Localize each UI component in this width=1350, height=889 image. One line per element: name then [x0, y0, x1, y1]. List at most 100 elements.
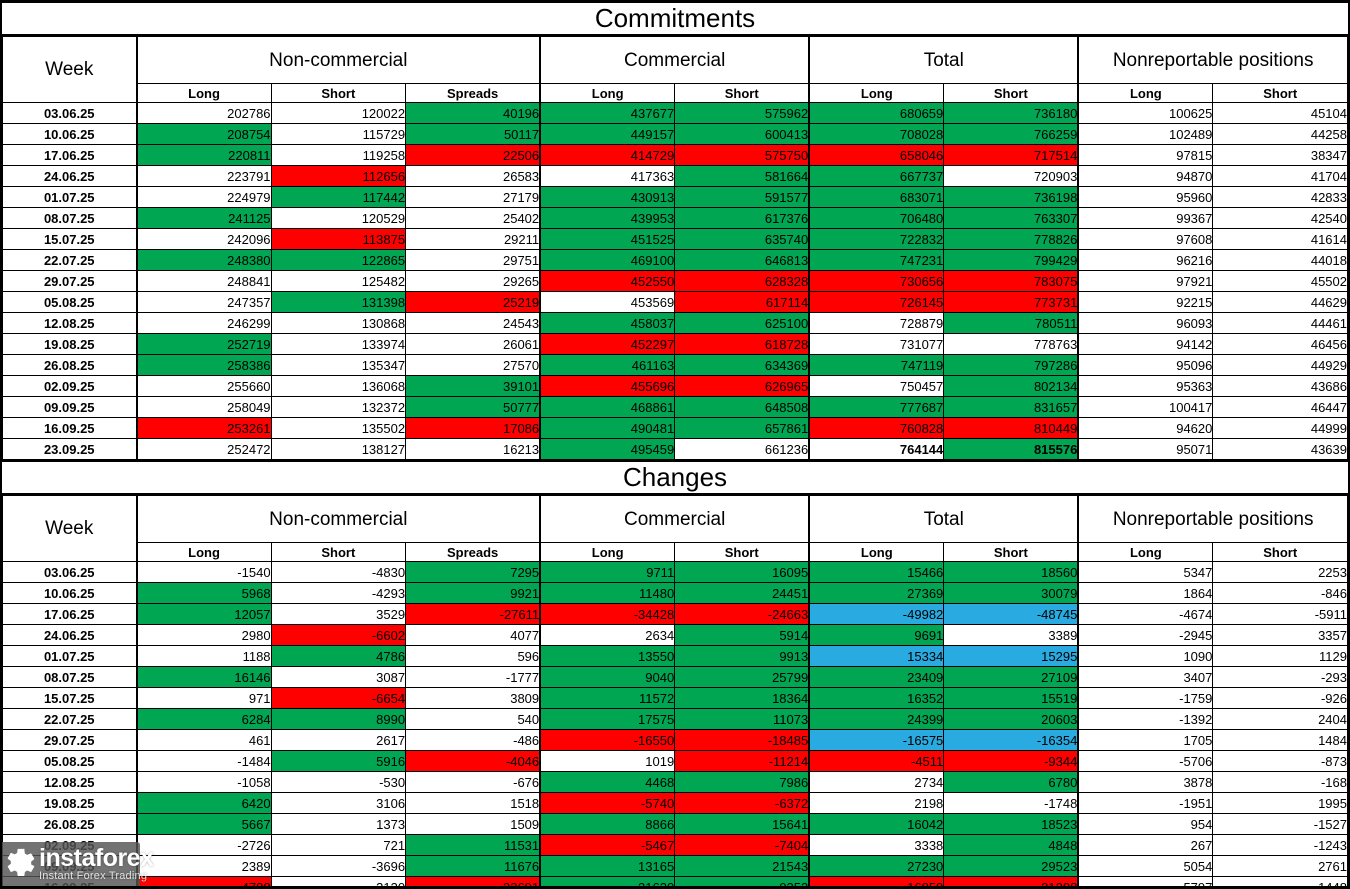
value-cell: -1527: [1212, 813, 1348, 835]
week-cell: 03.06.25: [2, 561, 137, 583]
value-cell: -676: [405, 771, 541, 793]
table-row: 09.09.25 258049 132372 50777 468861 648508 777…: [2, 396, 1348, 418]
value-cell: 135502: [270, 417, 407, 439]
value-cell: 113875: [270, 228, 407, 250]
table-row: 19.08.25 252719 133974 26061 452297 618728 731…: [2, 333, 1348, 355]
value-cell: 802134: [943, 375, 1079, 397]
value-cell: 15466: [808, 561, 945, 583]
value-cell: -16575: [808, 729, 945, 751]
value-cell: 683071: [808, 186, 945, 208]
week-cell: 05.08.25: [2, 750, 137, 772]
value-cell: 3130: [270, 876, 407, 886]
week-cell: 19.08.25: [2, 333, 137, 355]
value-cell: -1243: [1212, 834, 1348, 856]
value-cell: -1058: [135, 771, 272, 793]
value-cell: -4788: [135, 876, 272, 886]
value-cell: -2945: [1077, 624, 1214, 646]
value-cell: 3087: [270, 666, 407, 688]
value-cell: 246299: [135, 312, 272, 334]
value-cell: 1188: [135, 645, 272, 667]
table-row: 02.09.25-272672111531-5467-7404333848482…: [2, 834, 1348, 856]
table-row: 03.06.25 -1540 -4830 7295 9711 16095 15466 1856…: [2, 561, 1348, 583]
value-cell: 27570: [405, 354, 541, 376]
value-cell: 24399: [808, 708, 945, 730]
value-cell: 680659: [808, 102, 945, 124]
value-cell: 202786: [135, 102, 272, 124]
value-cell: 3529: [270, 603, 407, 625]
value-cell: -1392: [1077, 708, 1214, 730]
value-cell: 29265: [405, 270, 541, 292]
instaforex-watermark: instaforex Instant Forex Trading: [2, 842, 154, 886]
value-cell: 575750: [674, 144, 810, 166]
value-cell: 25402: [405, 207, 541, 229]
value-cell: -4511: [808, 750, 945, 772]
value-cell: 5914: [674, 624, 810, 646]
value-cell: 797286: [943, 354, 1079, 376]
week-cell: 10.06.25: [2, 582, 137, 604]
value-cell: 95960: [1077, 186, 1214, 208]
value-cell: 451525: [539, 228, 676, 250]
value-cell: 42833: [1212, 186, 1348, 208]
value-cell: 728879: [808, 312, 945, 334]
value-cell: 773731: [943, 291, 1079, 313]
value-cell: 747119: [808, 354, 945, 376]
value-cell: 596: [405, 645, 541, 667]
group-header-total: Total: [808, 36, 1079, 84]
value-cell: 3389: [943, 624, 1079, 646]
column-header-long: Long: [539, 83, 676, 103]
value-cell: 6420: [135, 792, 272, 814]
changes-table: Week Non-commercial Commercial Total Nonrepo…: [2, 495, 1348, 886]
value-cell: 2389: [135, 855, 272, 877]
value-cell: 44461: [1212, 312, 1348, 334]
value-cell: -4674: [1077, 603, 1214, 625]
week-header: Week: [2, 36, 137, 103]
value-cell: 617376: [674, 207, 810, 229]
table-row: 01.07.25 224979 117442 27179 430913 591577 683…: [2, 186, 1348, 208]
value-cell: 5054: [1077, 855, 1214, 877]
value-cell: 100417: [1077, 396, 1214, 418]
value-cell: 95363: [1077, 375, 1214, 397]
week-cell: 08.07.25: [2, 666, 137, 688]
value-cell: -9344: [943, 750, 1079, 772]
value-cell: 16095: [674, 561, 810, 583]
value-cell: 27230: [808, 855, 945, 877]
value-cell: 439953: [539, 207, 676, 229]
value-cell: 26061: [405, 333, 541, 355]
table-row: 05.08.25 247357 131398 25219 453569 617114 726…: [2, 291, 1348, 313]
value-cell: 778826: [943, 228, 1079, 250]
week-cell: 02.09.25: [2, 375, 137, 397]
value-cell: 3106: [270, 792, 407, 814]
value-cell: -2726: [135, 834, 272, 856]
value-cell: -16550: [539, 729, 676, 751]
value-cell: 18560: [943, 561, 1079, 583]
column-header-short: Short: [1212, 83, 1348, 103]
value-cell: 1995: [1212, 792, 1348, 814]
value-cell: 971: [135, 687, 272, 709]
value-cell: -846: [1212, 582, 1348, 604]
value-cell: 763307: [943, 207, 1079, 229]
value-cell: -1448: [1212, 876, 1348, 886]
instaforex-gear-logo-icon: [4, 846, 38, 880]
value-cell: 706480: [808, 207, 945, 229]
week-cell: 16.09.25: [2, 417, 137, 439]
value-cell: -48745: [943, 603, 1079, 625]
value-cell: 658046: [808, 144, 945, 166]
column-header-long: Long: [1077, 83, 1214, 103]
value-cell: 248380: [135, 249, 272, 271]
value-cell: 3338: [808, 834, 945, 856]
value-cell: 99367: [1077, 207, 1214, 229]
value-cell: 1373: [270, 813, 407, 835]
value-cell: -5797: [1077, 876, 1214, 886]
table-row: 08.07.25 241125 120529 25402 439953 617376 706…: [2, 207, 1348, 229]
value-cell: 628328: [674, 270, 810, 292]
value-cell: 125482: [270, 270, 407, 292]
value-cell: 95096: [1077, 354, 1214, 376]
week-cell: 26.08.25: [2, 354, 137, 376]
value-cell: 22506: [405, 144, 541, 166]
value-cell: 45104: [1212, 102, 1348, 124]
week-cell: 08.07.25: [2, 207, 137, 229]
value-cell: 720903: [943, 165, 1079, 187]
group-header-non-commercial: Non-commercial: [135, 36, 541, 84]
value-cell: 777687: [808, 396, 945, 418]
